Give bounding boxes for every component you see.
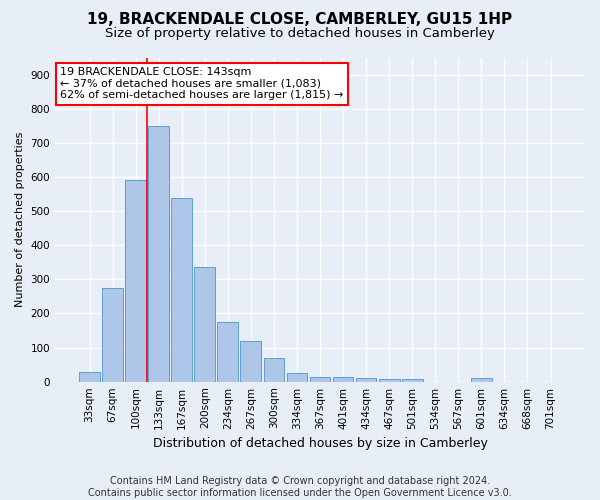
Text: 19, BRACKENDALE CLOSE, CAMBERLEY, GU15 1HP: 19, BRACKENDALE CLOSE, CAMBERLEY, GU15 1… bbox=[88, 12, 512, 28]
Bar bbox=[194, 268, 215, 382]
Bar bbox=[241, 340, 261, 382]
Bar bbox=[263, 358, 284, 382]
Bar bbox=[148, 126, 169, 382]
Bar bbox=[402, 378, 422, 382]
Bar bbox=[287, 373, 307, 382]
Bar bbox=[217, 322, 238, 382]
Bar bbox=[79, 372, 100, 382]
Bar bbox=[172, 198, 192, 382]
Bar bbox=[471, 378, 492, 382]
Bar bbox=[102, 288, 123, 382]
Text: 19 BRACKENDALE CLOSE: 143sqm
← 37% of detached houses are smaller (1,083)
62% of: 19 BRACKENDALE CLOSE: 143sqm ← 37% of de… bbox=[61, 67, 344, 100]
Text: Size of property relative to detached houses in Camberley: Size of property relative to detached ho… bbox=[105, 28, 495, 40]
Bar bbox=[125, 180, 146, 382]
Y-axis label: Number of detached properties: Number of detached properties bbox=[15, 132, 25, 308]
Bar bbox=[379, 378, 400, 382]
Bar bbox=[356, 378, 376, 382]
Bar bbox=[332, 377, 353, 382]
X-axis label: Distribution of detached houses by size in Camberley: Distribution of detached houses by size … bbox=[152, 437, 487, 450]
Bar bbox=[310, 377, 331, 382]
Text: Contains HM Land Registry data © Crown copyright and database right 2024.
Contai: Contains HM Land Registry data © Crown c… bbox=[88, 476, 512, 498]
